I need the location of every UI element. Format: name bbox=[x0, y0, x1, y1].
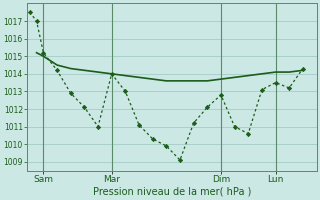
X-axis label: Pression niveau de la mer( hPa ): Pression niveau de la mer( hPa ) bbox=[92, 187, 251, 197]
